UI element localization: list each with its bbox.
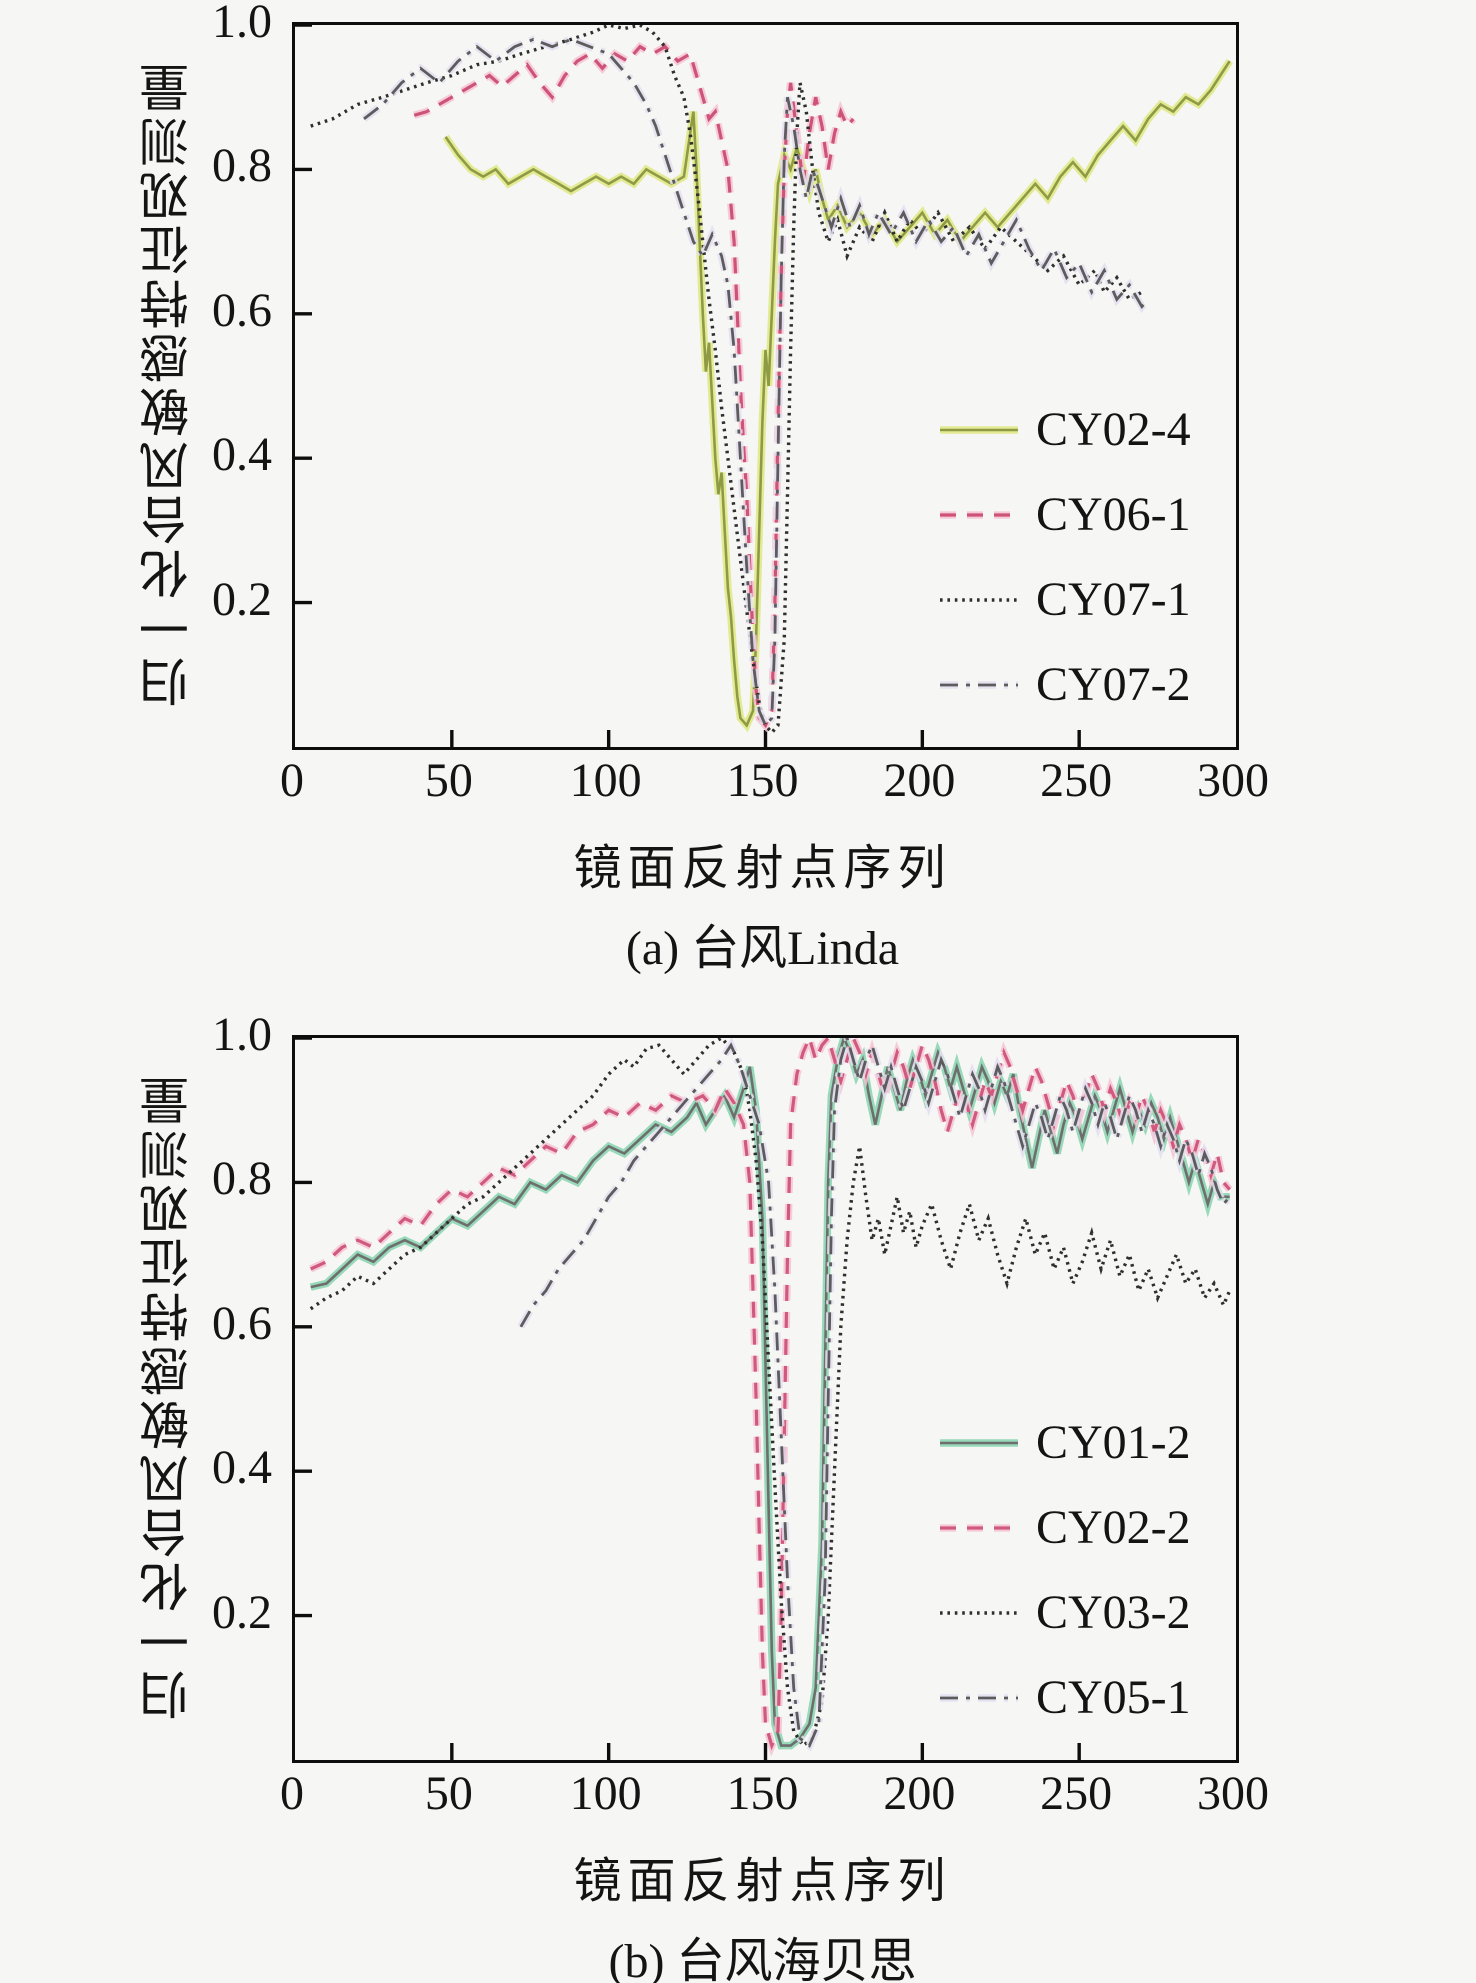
y-tick-label: 0.2 (212, 572, 272, 626)
legend-label: CY01-2 (1036, 1415, 1191, 1469)
legend-item-CY05-1: CY05-1 (938, 1655, 1238, 1740)
series-line-CY03-2 (309, 1038, 1232, 1749)
x-tick-label: 250 (1040, 1767, 1113, 1820)
legend-swatch-dashdot (940, 1693, 1018, 1702)
legend-swatch-dashed (940, 510, 1018, 519)
x-tick-label: 150 (726, 1767, 799, 1820)
y-axis-title: 归一化台风敏感特征观测量 (108, 22, 228, 744)
x-tick-label: 100 (569, 1767, 642, 1820)
x-axis-title: 镜面反射点序列 (573, 1855, 952, 1908)
series-line-CY02-4 (444, 60, 1231, 728)
legend-item-CY02-4: CY02-4 (938, 387, 1238, 472)
legend: CY02-4 CY06-1 CY07-1 CY07-2 (938, 387, 1238, 727)
plot-area (292, 1035, 1239, 1763)
x-tick-label: 150 (726, 754, 799, 807)
plot-svg (295, 1038, 1233, 1760)
legend-swatch-dotted (940, 1610, 1018, 1615)
legend-swatch-dotted (940, 597, 1018, 602)
legend-item-CY07-2: CY07-2 (938, 642, 1238, 727)
series-line-CY02-2 (310, 1038, 1231, 1751)
x-axis-title: 镜面反射点序列 (573, 842, 952, 895)
legend-swatch-dashed (940, 1523, 1018, 1532)
x-tick-label: 50 (424, 1767, 473, 1820)
figure-panel-a: 归一化台风敏感特征观测量 CY02-4 CY06-1 CY07-1 CY07-2 镜面… (0, 0, 1476, 975)
legend-swatch-solid (940, 1438, 1018, 1447)
y-tick-label: 0.8 (212, 1152, 272, 1206)
y-tick-label: 0.6 (212, 283, 272, 337)
legend-label: CY06-1 (1036, 487, 1191, 541)
series-line-CY07-1 (310, 25, 1143, 736)
figure-panel-b: 归一化台风敏感特征观测量 CY01-2 CY02-2 CY03-2 CY05-1 镜面… (0, 1009, 1476, 1983)
series-line-CY05-1 (519, 1038, 1231, 1748)
legend-label: CY03-2 (1036, 1585, 1191, 1639)
legend-item-CY03-2: CY03-2 (938, 1570, 1238, 1655)
x-tick-label: 250 (1040, 754, 1113, 807)
legend: CY01-2 CY02-2 CY03-2 CY05-1 (938, 1400, 1238, 1740)
x-tick-label: 100 (569, 754, 642, 807)
legend-item-CY06-1: CY06-1 (938, 472, 1238, 557)
legend-label: CY07-1 (1036, 572, 1191, 626)
panel-caption: (a) 台风Linda (625, 922, 900, 975)
legend-label: CY05-1 (1036, 1670, 1191, 1724)
x-tick-label: 50 (424, 754, 473, 807)
legend-label: CY02-4 (1036, 402, 1191, 456)
series-line-CY07-2 (363, 37, 1150, 728)
legend-swatch-solid (940, 425, 1018, 434)
x-tick-label: 0 (280, 1767, 304, 1820)
y-tick-label: 0.8 (212, 139, 272, 193)
legend-label: CY07-2 (1036, 657, 1191, 711)
y-axis-title: 归一化台风敏感特征观测量 (108, 1035, 228, 1757)
x-tick-label: 200 (883, 754, 956, 807)
legend-label: CY02-2 (1036, 1500, 1191, 1554)
y-tick-label: 0.4 (212, 1441, 272, 1495)
y-tick-label: 0.4 (212, 428, 272, 482)
legend-item-CY01-2: CY01-2 (938, 1400, 1238, 1485)
y-tick-label: 1.0 (212, 0, 272, 48)
legend-item-CY07-1: CY07-1 (938, 557, 1238, 642)
legend-item-CY02-2: CY02-2 (938, 1485, 1238, 1570)
x-tick-label: 300 (1197, 754, 1269, 807)
x-tick-label: 200 (883, 1767, 956, 1820)
y-tick-label: 0.2 (212, 1585, 272, 1639)
x-tick-label: 300 (1197, 1767, 1269, 1820)
legend-swatch-dashdot (940, 680, 1018, 689)
panel-caption: (b) 台风海贝思 (608, 1935, 917, 1983)
series-line-CY06-1 (413, 44, 855, 729)
x-tick-label: 0 (280, 754, 304, 807)
y-tick-label: 1.0 (212, 1008, 272, 1061)
plot-svg (295, 25, 1233, 747)
plot-area (292, 22, 1239, 750)
y-tick-label: 0.6 (212, 1296, 272, 1350)
